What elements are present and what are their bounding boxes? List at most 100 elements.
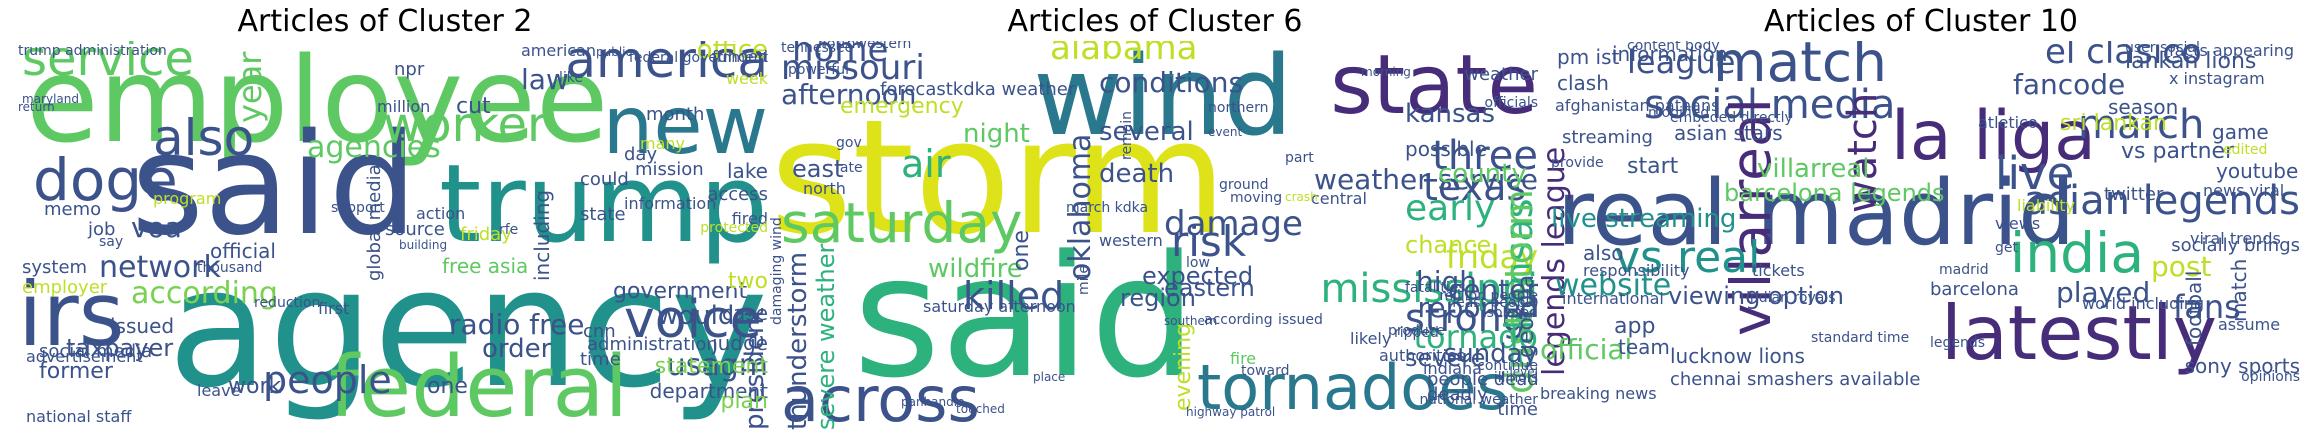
word-cloud-word: like bbox=[559, 70, 584, 86]
word-cloud-word: facts appearing bbox=[2169, 41, 2295, 60]
word-cloud-word: plan bbox=[720, 389, 768, 414]
word-cloud-word: start bbox=[1627, 154, 1679, 179]
word-cloud-word: national weather bbox=[1419, 392, 1538, 408]
word-cloud-word: air bbox=[901, 142, 951, 186]
word-cloud-word: said bbox=[853, 219, 1197, 415]
word-cloud-word: high bbox=[1416, 265, 1478, 298]
word-cloud-word: match bbox=[1713, 41, 1887, 94]
word-cloud-word: streaming bbox=[1562, 127, 1653, 148]
word-cloud-word: alabama bbox=[1050, 41, 1198, 68]
word-cloud-word: center bbox=[1447, 273, 1538, 306]
word-cloud-word: cnn bbox=[583, 321, 616, 342]
word-cloud-word: post bbox=[2151, 250, 2212, 283]
word-cloud-word: ground bbox=[1219, 177, 1269, 193]
word-cloud-word: new bbox=[602, 79, 768, 172]
word-cloud-word: week bbox=[725, 69, 768, 88]
word-cloud-word: support bbox=[331, 200, 385, 216]
word-cloud-word: northern bbox=[1208, 100, 1269, 116]
word-cloud-word: social media bbox=[1644, 82, 1896, 128]
word-cloud-word: event bbox=[1208, 125, 1243, 139]
word-cloud-word: thousand bbox=[197, 260, 263, 276]
word-cloud-word: also bbox=[1583, 241, 1624, 265]
word-cloud-word: team bbox=[1618, 335, 1670, 359]
word-cloud-word: million people bbox=[1439, 288, 1538, 304]
word-cloud-word: early bbox=[1405, 188, 1496, 229]
word-cloud-word: information bbox=[1612, 42, 1728, 66]
word-cloud-word: mission bbox=[635, 159, 704, 180]
word-cloud-word: issued bbox=[110, 314, 175, 338]
cluster-6-panel: Articles of Cluster 6 storm said wind state… bbox=[770, 0, 1540, 435]
word-cloud-word: information bbox=[624, 194, 717, 213]
word-cloud-word: night bbox=[963, 119, 1030, 149]
word-cloud-word: cut bbox=[456, 94, 491, 119]
word-cloud-word: asian legends bbox=[2023, 178, 2300, 224]
word-cloud-word: year bbox=[231, 51, 269, 123]
word-cloud-word: missouri bbox=[781, 48, 925, 88]
word-cloud-word: friday bbox=[460, 224, 512, 245]
word-cloud-word: breaking news bbox=[1540, 384, 1657, 403]
word-cloud-word: eastern bbox=[1164, 274, 1255, 302]
word-cloud-word: viewing option bbox=[1668, 282, 1844, 310]
word-cloud-word: afghanistan pathans bbox=[1555, 96, 1720, 115]
word-cloud-word: federal bbox=[329, 338, 629, 431]
cluster-2-panel: Articles of Cluster 2 employee agency said… bbox=[0, 0, 770, 435]
word-cloud-word: former bbox=[39, 359, 113, 384]
word-cloud-word: assume bbox=[2218, 315, 2281, 334]
word-cloud-word: season bbox=[2108, 95, 2179, 119]
word-cloud-word: lake bbox=[727, 159, 768, 183]
word-cloud-word: irs bbox=[18, 263, 125, 366]
word-cloud-word: sunday bbox=[1443, 339, 1538, 369]
word-cloud-word: voice bbox=[624, 290, 762, 350]
word-cloud-word: mile bbox=[1076, 264, 1092, 295]
word-cloud-word: east bbox=[792, 155, 844, 183]
word-cloud-word: emergency bbox=[840, 94, 964, 119]
word-cloud-word: office bbox=[696, 41, 768, 65]
word-cloud-word: america bbox=[565, 41, 768, 89]
word-cloud-word: doge bbox=[33, 146, 178, 214]
word-cloud-word: trump administration bbox=[18, 43, 167, 59]
word-cloud-word: issued bbox=[1278, 312, 1323, 328]
word-cloud-word: system bbox=[22, 257, 88, 278]
word-cloud-word: would bbox=[657, 301, 735, 331]
word-cloud-word: damage bbox=[1164, 204, 1303, 244]
word-cloud-word: access bbox=[707, 184, 768, 205]
word-cloud-word: building bbox=[399, 238, 448, 252]
word-cloud-word: evening bbox=[1171, 322, 1196, 411]
word-cloud-word: el clasico bbox=[2045, 41, 2202, 72]
word-cloud-word: advertisement bbox=[26, 347, 143, 366]
word-cloud-word: produce bbox=[1388, 323, 1445, 339]
word-cloud-word: american bbox=[521, 41, 596, 60]
word-cloud-word: forecastkdka weather bbox=[880, 79, 1076, 100]
word-cloud-word: central bbox=[1311, 189, 1367, 208]
word-cloud-word: also bbox=[153, 109, 255, 167]
word-cloud-word: provide bbox=[1551, 155, 1604, 171]
word-cloud-word: officials bbox=[1484, 95, 1538, 111]
word-cloud-word: indian royals bbox=[1746, 290, 1836, 306]
word-cloud-word: late bbox=[836, 160, 863, 176]
word-cloud-word: vs real bbox=[1614, 232, 1761, 283]
word-cloud-word: game bbox=[2212, 120, 2269, 144]
word-cloud-word: indiana bbox=[1423, 359, 1482, 378]
word-cloud-word: villarreal bbox=[1757, 154, 1870, 184]
word-cloud-word: fired bbox=[731, 209, 768, 228]
word-cloud-word: weather service bbox=[1314, 163, 1538, 196]
word-cloud-word: march kdka bbox=[1066, 200, 1149, 216]
word-cloud-word: program bbox=[153, 189, 222, 208]
word-cloud-word: time bbox=[580, 349, 621, 370]
word-cloud-word: deadly bbox=[1427, 384, 1488, 405]
word-cloud-word: sri lankan bbox=[2060, 111, 2167, 136]
word-cloud-word: website bbox=[1555, 268, 1672, 303]
word-cloud-word: usagm bbox=[666, 348, 768, 383]
word-cloud-word: friday bbox=[1445, 238, 1538, 276]
word-cloud-word: many bbox=[640, 134, 685, 153]
cluster-10-panel: Articles of Cluster 10 real madrid la lig… bbox=[1540, 0, 2302, 435]
word-cloud-word: employee bbox=[26, 41, 609, 169]
word-cloud-word: reported bbox=[1417, 291, 1538, 324]
word-cloud-word: home bbox=[792, 41, 889, 70]
word-cloud-word: sony sports bbox=[2184, 354, 2300, 378]
word-cloud-word: fancode bbox=[2013, 68, 2126, 101]
word-cloud-word: rfe bbox=[499, 222, 519, 238]
word-cloud-word: atletico bbox=[1978, 113, 2038, 132]
word-cloud-word: place bbox=[1033, 370, 1066, 384]
word-cloud-word: western bbox=[1099, 231, 1163, 250]
